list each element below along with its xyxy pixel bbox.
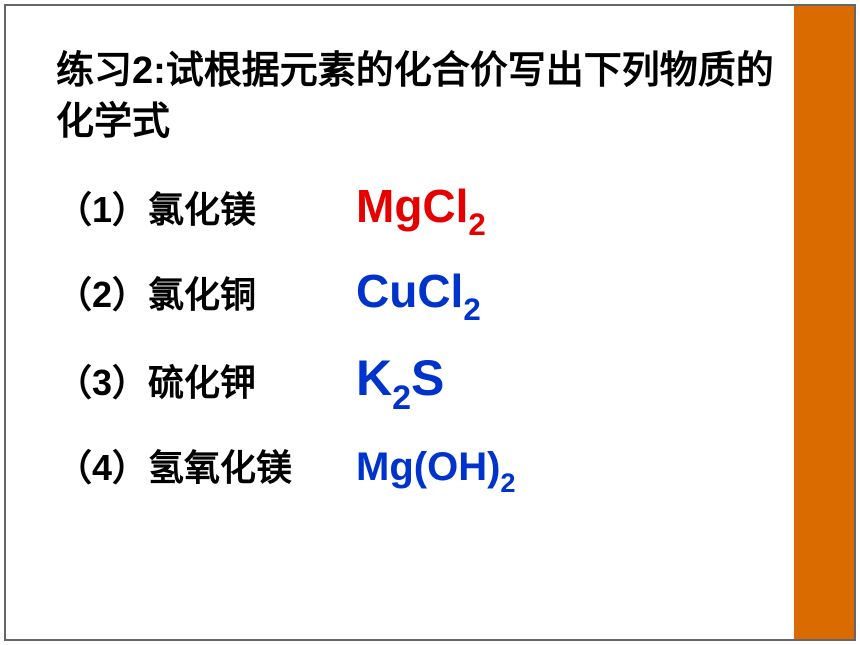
accent-bar [794,6,854,639]
chemical-formula: CuCl2 [356,264,481,325]
item-label: （1）氯化镁 [56,181,356,233]
slide-content: 练习2:试根据元素的化合价写出下列物质的化学式 （1）氯化镁MgCl2（2）氯化… [56,46,779,520]
item-label: （4）氢氧化镁 [56,439,356,491]
formula-subscript: 2 [463,292,480,327]
chemical-formula: K2S [356,349,444,415]
item-row: （2）氯化铜CuCl2 [56,264,779,325]
formula-text: MgCl [356,180,468,232]
item-row: （4）氢氧化镁Mg(OH)2 [56,439,779,496]
formula-text: Mg(OH) [356,445,500,489]
formula-text: CuCl [356,265,463,317]
formula-subscript: 2 [392,379,411,417]
item-label: （3）硫化钾 [56,354,356,406]
item-label: （2）氯化铜 [56,266,356,318]
exercise-title: 练习2:试根据元素的化合价写出下列物质的化学式 [56,46,779,149]
formula-text: S [411,350,444,406]
chemical-formula: MgCl2 [356,179,486,240]
formula-text: K [356,350,392,406]
item-list: （1）氯化镁MgCl2（2）氯化铜CuCl2（3）硫化钾K2S（4）氢氧化镁Mg… [56,179,779,496]
formula-subscript: 2 [468,207,485,242]
item-row: （1）氯化镁MgCl2 [56,179,779,240]
slide-frame: 练习2:试根据元素的化合价写出下列物质的化学式 （1）氯化镁MgCl2（2）氯化… [4,4,856,641]
chemical-formula: Mg(OH)2 [356,445,516,496]
item-row: （3）硫化钾K2S [56,349,779,415]
formula-subscript: 2 [500,467,515,498]
